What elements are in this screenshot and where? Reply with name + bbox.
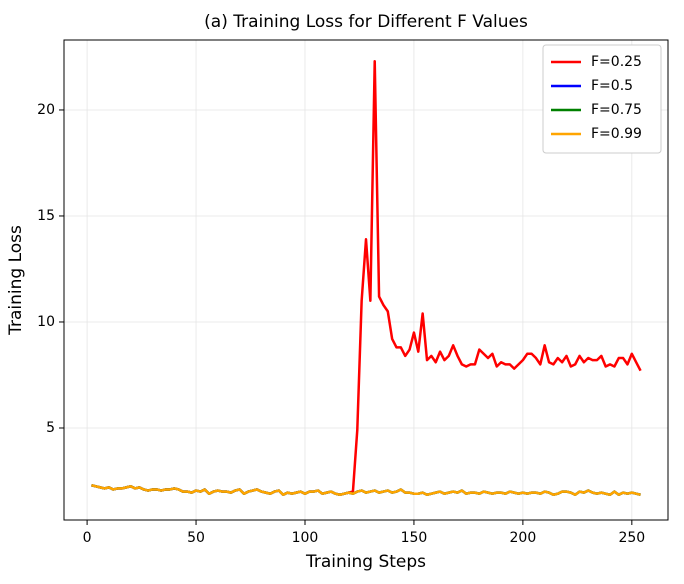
x-axis-label: Training Steps	[305, 552, 426, 572]
x-tick-label: 0	[83, 530, 92, 546]
x-tick-label: 50	[187, 530, 205, 546]
y-tick-label: 5	[46, 420, 55, 436]
x-tick-label: 200	[510, 530, 537, 546]
y-axis-label: Training Loss	[6, 225, 26, 336]
legend-label: F=0.99	[591, 126, 642, 142]
chart-title: (a) Training Loss for Different F Values	[204, 12, 528, 32]
x-tick-label: 150	[401, 530, 428, 546]
y-tick-label: 20	[37, 102, 55, 118]
plot-frame	[63, 39, 669, 521]
y-tick-label: 15	[37, 208, 55, 224]
legend-label: F=0.5	[591, 78, 633, 94]
legend: F=0.25 F=0.5 F=0.75 F=0.99	[542, 44, 662, 154]
legend-box	[542, 44, 662, 154]
legend-label: F=0.25	[591, 54, 642, 70]
y-tick-label: 10	[37, 314, 55, 330]
legend-label: F=0.75	[591, 102, 642, 118]
x-tick-label: 250	[618, 530, 645, 546]
line-series	[91, 484, 641, 497]
x-tick-label: 100	[292, 530, 319, 546]
